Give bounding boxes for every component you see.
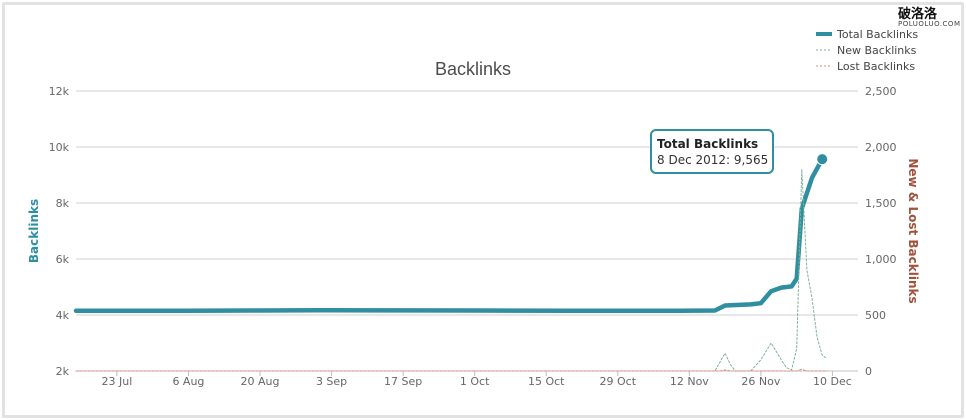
- x-tick-label: 10 Dec: [813, 375, 852, 388]
- x-tick-label: 17 Sep: [384, 375, 422, 388]
- y-tick-label: 6k: [56, 253, 70, 266]
- y-tick-label: 8k: [56, 197, 70, 210]
- series-line-total-backlinks: [73, 156, 825, 314]
- y2-tick-label: 2,000: [865, 141, 897, 154]
- watermark-logo: 破洛洛 POLUOLUO.COM: [898, 8, 960, 28]
- watermark-domain: POLUOLUO.COM: [898, 20, 961, 28]
- series-line-lost-backlinks: [75, 368, 828, 372]
- y-axis-title: Backlinks: [27, 199, 41, 263]
- x-tick-label: 12 Nov: [670, 375, 709, 388]
- y-tick-label: 2k: [56, 365, 70, 378]
- y2-tick-label: 500: [865, 309, 886, 322]
- series-line-new-backlinks: [75, 168, 828, 372]
- x-tick-label: 23 Jul: [102, 375, 133, 388]
- y-tick-label: 12k: [49, 85, 70, 98]
- x-tick-label: 29 Oct: [600, 375, 637, 388]
- y2-tick-label: 1,000: [865, 253, 897, 266]
- legend-label: New Backlinks: [837, 44, 917, 57]
- data-point-marker: [816, 153, 829, 166]
- x-tick-label: 26 Nov: [741, 375, 780, 388]
- y2-tick-label: 1,500: [865, 197, 897, 210]
- x-tick-label: 1 Oct: [460, 375, 490, 388]
- x-tick-label: 3 Sep: [316, 375, 347, 388]
- x-tick-label: 20 Aug: [241, 375, 280, 388]
- y2-tick-label: 2,500: [865, 85, 897, 98]
- y-tick-label: 10k: [49, 141, 70, 154]
- x-tick-label: 15 Oct: [528, 375, 565, 388]
- watermark-text: 破洛洛: [898, 7, 938, 22]
- y2-tick-label: 0: [865, 365, 872, 378]
- y2-axis-title: New & Lost Backlinks: [906, 158, 920, 303]
- chart-title: Backlinks: [435, 59, 511, 79]
- x-tick-label: 6 Aug: [172, 375, 204, 388]
- tooltip-title: Total Backlinks: [657, 137, 758, 151]
- tooltip-box: [650, 129, 774, 174]
- tooltip-value: 8 Dec 2012: 9,565: [657, 153, 768, 167]
- legend-label: Lost Backlinks: [837, 60, 915, 73]
- y-tick-label: 4k: [56, 309, 70, 322]
- legend-label: Total Backlinks: [836, 28, 918, 41]
